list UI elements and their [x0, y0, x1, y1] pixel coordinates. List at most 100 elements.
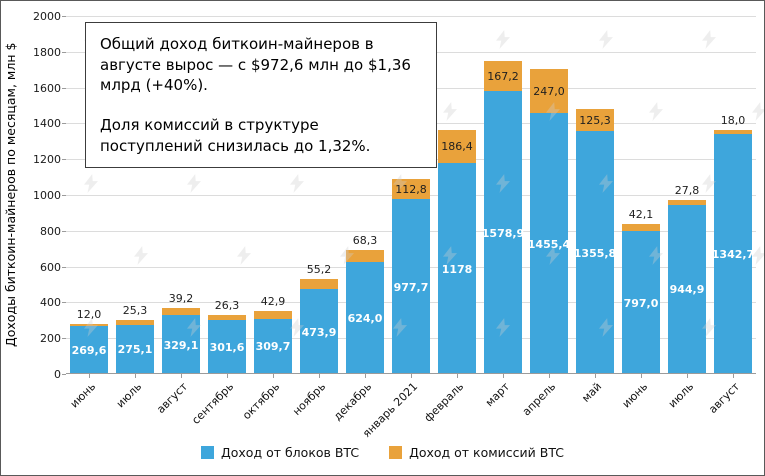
watermark-icon — [187, 174, 201, 197]
bar-value-blocks: 329,1 — [163, 338, 199, 352]
x-tick-mark — [273, 374, 274, 378]
bar-segment-blocks — [254, 318, 292, 374]
bar-value-fees: 247,0 — [533, 85, 565, 99]
y-tick-mark — [62, 195, 66, 196]
bar-segment-fees — [576, 108, 614, 132]
watermark-icon — [702, 30, 716, 53]
bar-value-fees: 39,2 — [168, 292, 194, 306]
bar-segment-blocks — [484, 91, 522, 374]
bar-value-blocks: 797,0 — [623, 296, 659, 310]
bar-value-fees: 26,3 — [214, 299, 240, 313]
y-tick-label: 1800 — [33, 45, 61, 59]
bar-value-blocks: 301,6 — [209, 341, 245, 355]
bar-segment-blocks — [346, 262, 384, 374]
bar-segment-blocks — [576, 131, 614, 374]
x-tick-mark — [503, 374, 504, 378]
bar-segment-fees — [254, 310, 292, 319]
bar-segment-fees — [300, 279, 338, 290]
y-tick-label: 400 — [40, 296, 61, 310]
bar-segment-fees — [714, 130, 752, 134]
bar-segment-blocks — [668, 204, 706, 374]
y-tick-label: 1600 — [33, 81, 61, 95]
x-tick-mark — [227, 374, 228, 378]
bar-value-blocks: 1578,9 — [481, 226, 525, 240]
y-tick-mark — [62, 51, 66, 53]
y-tick-label: 1200 — [33, 153, 61, 167]
legend-item: Доход от блоков BTC — [201, 445, 359, 460]
bar-value-fees: 12,0 — [76, 307, 102, 321]
bar-segment-fees — [162, 308, 200, 316]
x-tick-mark — [319, 374, 320, 378]
bar-segment-fees — [346, 250, 384, 263]
watermark-icon — [134, 246, 148, 269]
watermark-icon — [443, 102, 457, 125]
bar-segment-blocks — [438, 163, 476, 374]
forklog-watermark-icon — [84, 174, 98, 193]
bar-value-fees: 42,1 — [628, 207, 654, 221]
x-tick-mark — [641, 374, 642, 378]
legend: Доход от блоков BTC Доход от комиссий BTC — [1, 445, 764, 460]
watermark-icon — [496, 30, 510, 53]
bar-segment-blocks — [116, 324, 154, 374]
bar-value-blocks: 1178 — [441, 262, 473, 276]
bar-segment-fees — [70, 323, 108, 326]
legend-swatch — [389, 446, 403, 459]
gridline — [66, 16, 756, 17]
x-tick-label: июнь — [67, 380, 99, 411]
bar-segment-fees — [116, 320, 154, 325]
legend-item: Доход от комиссий BTC — [389, 445, 564, 460]
forklog-watermark-icon — [237, 246, 251, 265]
bar-value-blocks: 624,0 — [347, 312, 383, 326]
bar-segment-fees — [484, 61, 522, 92]
forklog-watermark-icon — [443, 102, 457, 121]
x-tick-mark — [549, 374, 550, 378]
bar-segment-fees — [392, 178, 430, 199]
bar-value-fees: 125,3 — [579, 114, 611, 128]
y-tick-label: 0 — [54, 368, 61, 381]
y-tick-label: 1000 — [33, 189, 61, 202]
bar-value-blocks: 473,9 — [301, 325, 337, 339]
annotation-text-1: Общий доход биткоин-майнеров в августе в… — [100, 35, 411, 95]
x-tick-mark — [135, 374, 136, 378]
y-tick-mark — [62, 266, 66, 268]
bar-value-blocks: 275,1 — [117, 343, 153, 357]
y-tick-label: 200 — [40, 332, 61, 346]
x-tick-mark — [365, 374, 366, 378]
legend-label: Доход от блоков BTC — [221, 445, 360, 460]
y-tick-mark — [62, 87, 66, 89]
forklog-watermark-icon — [290, 174, 304, 193]
y-tick-mark — [62, 374, 66, 375]
x-tick-mark — [457, 374, 458, 378]
legend-label: Доход от комиссий BTC — [409, 445, 564, 460]
bar-value-fees: 112,8 — [395, 182, 427, 196]
y-tick-mark — [62, 123, 66, 125]
y-tick-mark — [62, 159, 66, 161]
x-tick-mark — [181, 374, 182, 378]
bar-segment-blocks — [70, 325, 108, 374]
bar-segment-blocks — [162, 315, 200, 374]
bar-value-fees: 18,0 — [720, 114, 746, 128]
y-tick-mark — [62, 302, 66, 304]
bar-value-blocks: 309,7 — [255, 340, 291, 354]
bar-segment-blocks — [530, 113, 568, 374]
forklog-watermark-icon — [702, 30, 716, 49]
bar-value-fees: 186,4 — [441, 140, 473, 154]
bar-value-fees: 55,2 — [306, 263, 332, 277]
y-tick-label: 600 — [40, 260, 61, 274]
forklog-watermark-icon — [599, 30, 613, 49]
bar-value-blocks: 944,9 — [669, 283, 705, 297]
bar-value-fees: 25,3 — [122, 304, 148, 318]
bar-value-blocks: 1342,7 — [711, 247, 755, 261]
y-tick-label: 800 — [40, 224, 61, 238]
bar-segment-fees — [530, 69, 568, 114]
bar-segment-fees — [208, 315, 246, 321]
bar-segment-fees — [622, 223, 660, 232]
legend-swatch — [201, 446, 214, 459]
x-tick-mark — [733, 374, 734, 378]
bar-value-fees: 68,3 — [352, 234, 378, 248]
x-tick-mark — [595, 374, 596, 378]
bar-segment-blocks — [208, 320, 246, 374]
bar-segment-blocks — [622, 231, 660, 374]
x-tick-mark — [411, 374, 412, 378]
